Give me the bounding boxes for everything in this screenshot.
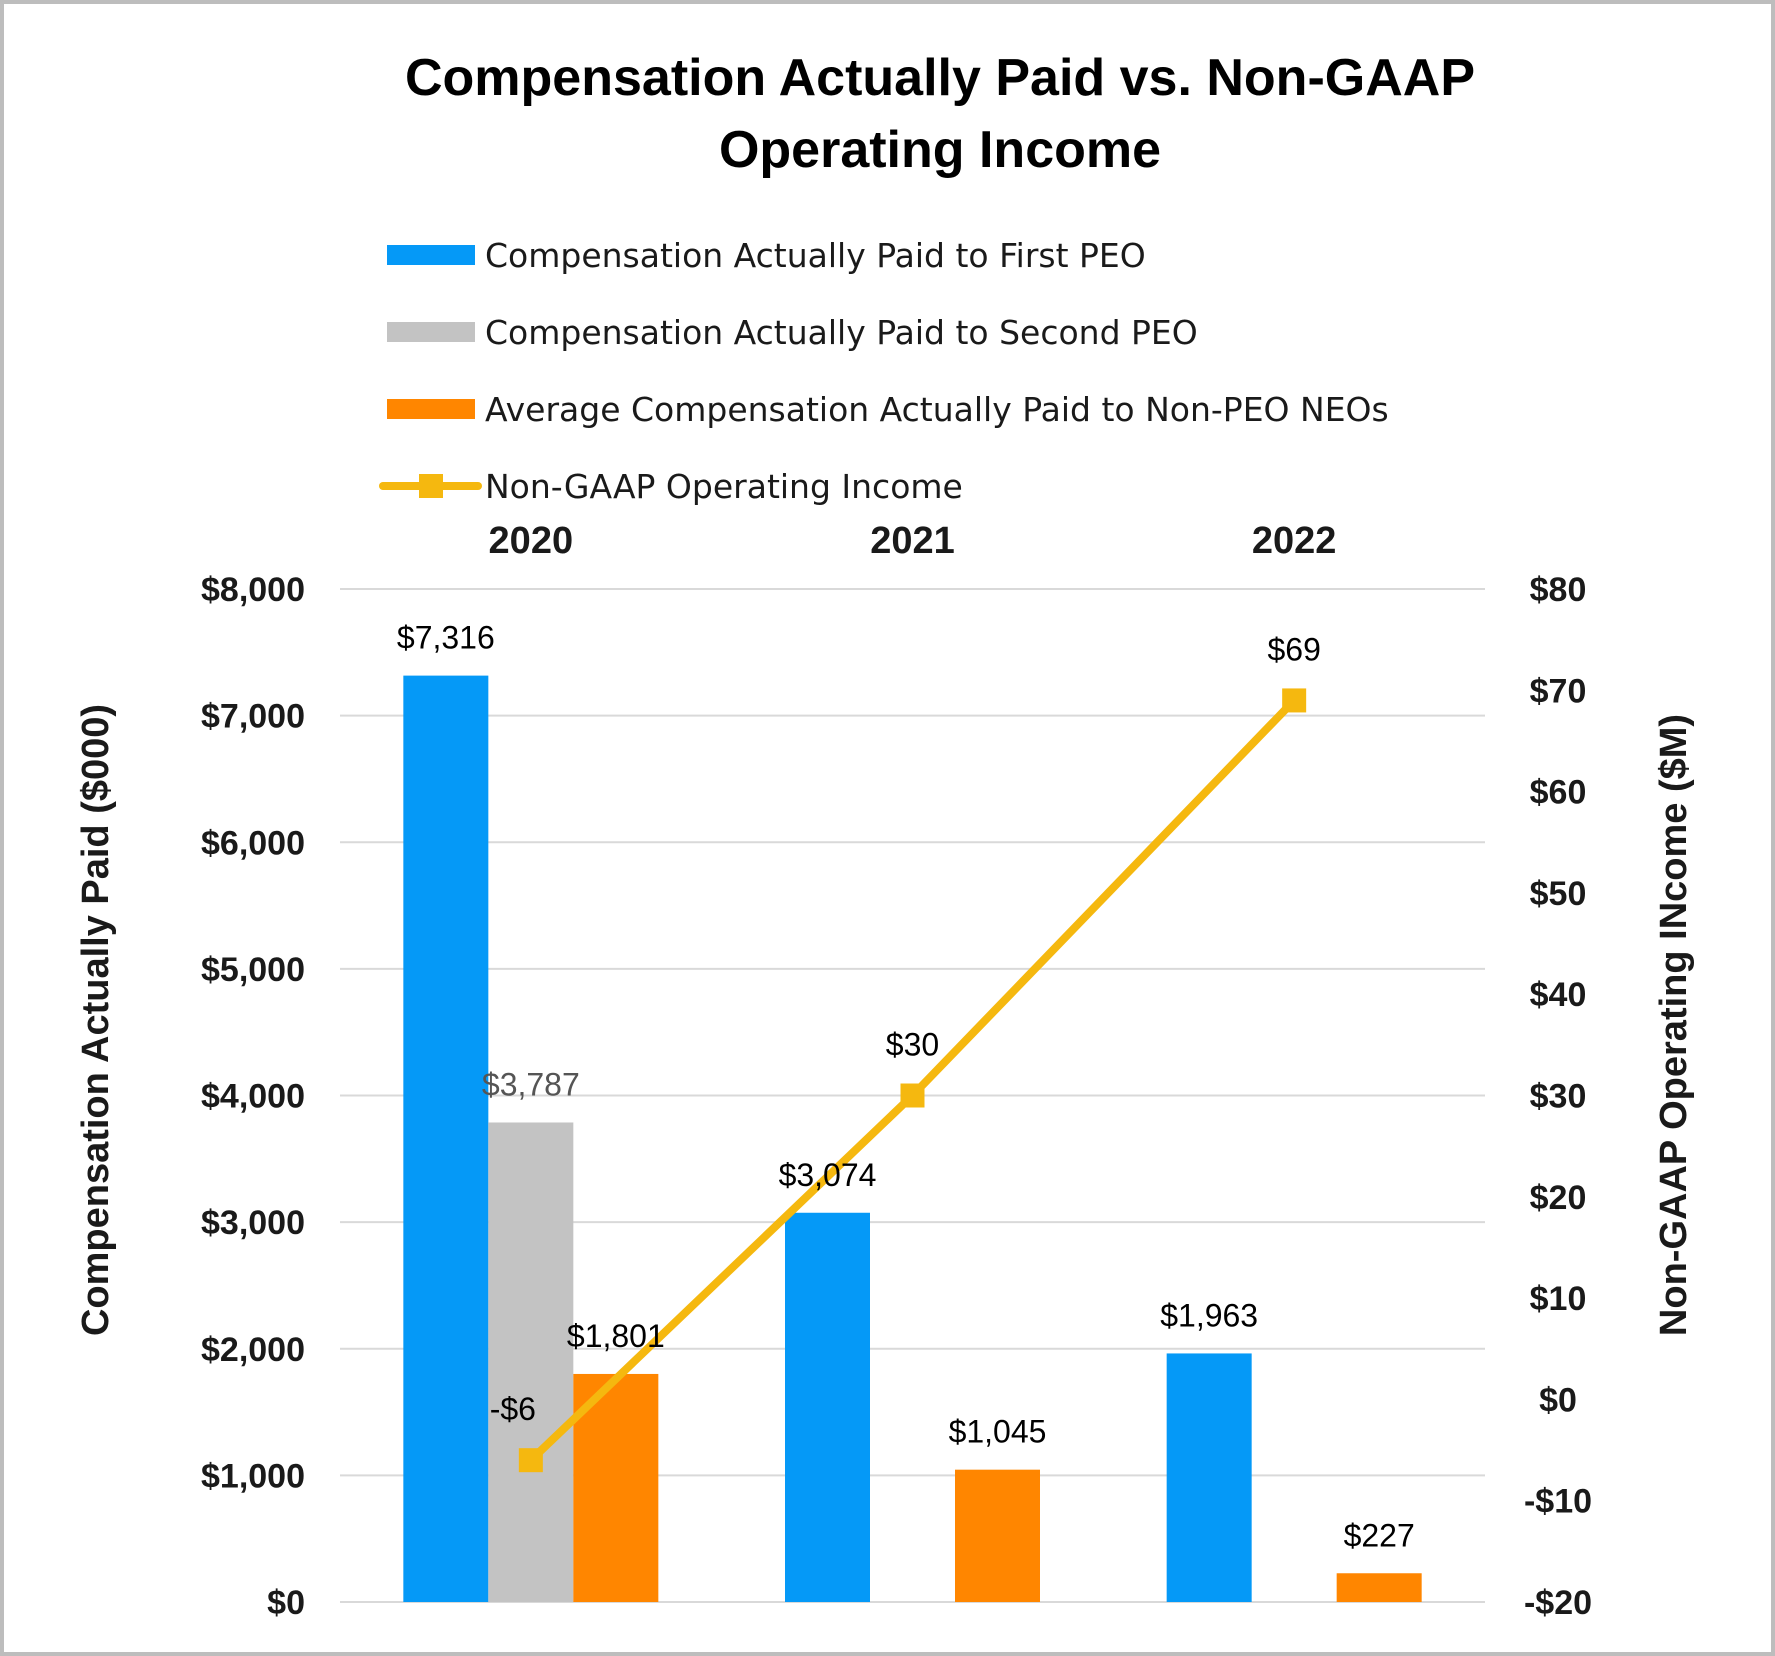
- left-axis: $0 $1,000 $2,000 $3,000 $4,000 $5,000 $6,000 $7…: [75, 571, 305, 1622]
- right-tick-label: -$20: [1524, 1584, 1592, 1622]
- left-tick-label: $2,000: [201, 1331, 305, 1369]
- data-label-average-compensation-actually-paid-to-non-peo-neos-2020: $1,801: [567, 1318, 665, 1354]
- left-tick-label: $5,000: [201, 951, 305, 989]
- bars: [403, 675, 1422, 1602]
- data-labels: $7,316 $3,074 $1,963 $3,787 $1,801 $1,045 $227…: [397, 620, 1415, 1554]
- bar-compensation-actually-paid-to-first-peo-2020: [403, 675, 489, 1602]
- chart-title-line-2: Operating Income: [719, 121, 1161, 179]
- left-tick-label: $8,000: [201, 571, 305, 609]
- left-tick-label: $7,000: [201, 698, 305, 736]
- left-tick-label: $1,000: [201, 1457, 305, 1495]
- category-labels: 2020 2021 2022: [489, 520, 1337, 562]
- left-tick-label: $3,000: [201, 1204, 305, 1242]
- right-tick-label: $30: [1530, 1078, 1587, 1116]
- bar-compensation-actually-paid-to-second-peo-2020: [488, 1122, 574, 1602]
- data-label-non-gaap-operating-income-2020: -$6: [490, 1391, 536, 1427]
- right-tick-label: $80: [1530, 571, 1587, 609]
- right-axis-title: Non-GAAP Operating INcome ($M): [1653, 714, 1695, 1336]
- data-label-compensation-actually-paid-to-first-peo-2020: $7,316: [397, 620, 495, 656]
- legend-swatch-average-compensation-actually-paid-to-non-peo-neos: [387, 399, 475, 419]
- left-tick-label: $6,000: [201, 824, 305, 862]
- right-tick-label: $20: [1530, 1179, 1587, 1217]
- data-label-compensation-actually-paid-to-first-peo-2021: $3,074: [779, 1157, 877, 1193]
- data-label-average-compensation-actually-paid-to-non-peo-neos-2021: $1,045: [949, 1414, 1047, 1450]
- line-series: [518, 688, 1307, 1473]
- marker-non-gaap-operating-income-2020: [518, 1448, 543, 1473]
- chart-title: Compensation Actually Paid vs. Non-GAAP O…: [405, 49, 1475, 179]
- right-tick-label: $70: [1530, 672, 1587, 710]
- chart-legend: Compensation Actually Paid to First PEO C…: [379, 236, 1389, 506]
- legend-swatch-compensation-actually-paid-to-second-peo: [387, 322, 475, 342]
- legend-marker-non-gaap-operating-income: [419, 474, 443, 498]
- bar-average-compensation-actually-paid-to-non-peo-neos-2020: [573, 1373, 659, 1602]
- bar-average-compensation-actually-paid-to-non-peo-neos-2022: [1336, 1573, 1422, 1602]
- category-label-2022: 2022: [1252, 520, 1337, 562]
- right-tick-label: -$10: [1524, 1483, 1592, 1521]
- legend-label-average-compensation-actually-paid-to-non-peo-neos: Average Compensation Actually Paid to No…: [485, 390, 1389, 429]
- legend-label-non-gaap-operating-income: Non-GAAP Operating Income: [485, 467, 963, 506]
- data-label-compensation-actually-paid-to-first-peo-2022: $1,963: [1160, 1297, 1258, 1333]
- bar-average-compensation-actually-paid-to-non-peo-neos-2021: [955, 1469, 1040, 1602]
- category-label-2021: 2021: [870, 520, 955, 562]
- right-axis: -$20 -$10 $0 $10 $20 $30 $40 $50 $60 $70 $80 Non-GA…: [1524, 571, 1695, 1622]
- marker-non-gaap-operating-income-2022: [1282, 688, 1307, 713]
- legend-label-compensation-actually-paid-to-first-peo: Compensation Actually Paid to First PEO: [485, 236, 1146, 275]
- data-label-compensation-actually-paid-to-second-peo-2020: $3,787: [482, 1066, 580, 1102]
- legend-label-compensation-actually-paid-to-second-peo: Compensation Actually Paid to Second PEO: [485, 313, 1198, 352]
- data-label-non-gaap-operating-income-2022: $69: [1267, 631, 1320, 667]
- chart-title-line-1: Compensation Actually Paid vs. Non-GAAP: [405, 49, 1475, 107]
- bar-compensation-actually-paid-to-first-peo-2022: [1166, 1353, 1252, 1602]
- right-tick-label: $10: [1530, 1280, 1587, 1318]
- right-tick-label: $60: [1530, 774, 1587, 812]
- category-label-2020: 2020: [489, 520, 574, 562]
- right-tick-label: $40: [1530, 976, 1587, 1014]
- marker-non-gaap-operating-income-2021: [900, 1083, 925, 1108]
- bar-compensation-actually-paid-to-first-peo-2021: [785, 1212, 870, 1602]
- data-label-average-compensation-actually-paid-to-non-peo-neos-2022: $227: [1344, 1517, 1415, 1553]
- right-tick-label: $50: [1530, 875, 1587, 913]
- left-tick-label: $0: [267, 1584, 305, 1622]
- left-tick-label: $4,000: [201, 1078, 305, 1116]
- data-label-non-gaap-operating-income-2021: $30: [886, 1027, 939, 1063]
- legend-swatch-compensation-actually-paid-to-first-peo: [387, 245, 475, 265]
- left-axis-title: Compensation Actually Paid ($000): [75, 704, 117, 1336]
- right-tick-label: $0: [1539, 1381, 1577, 1419]
